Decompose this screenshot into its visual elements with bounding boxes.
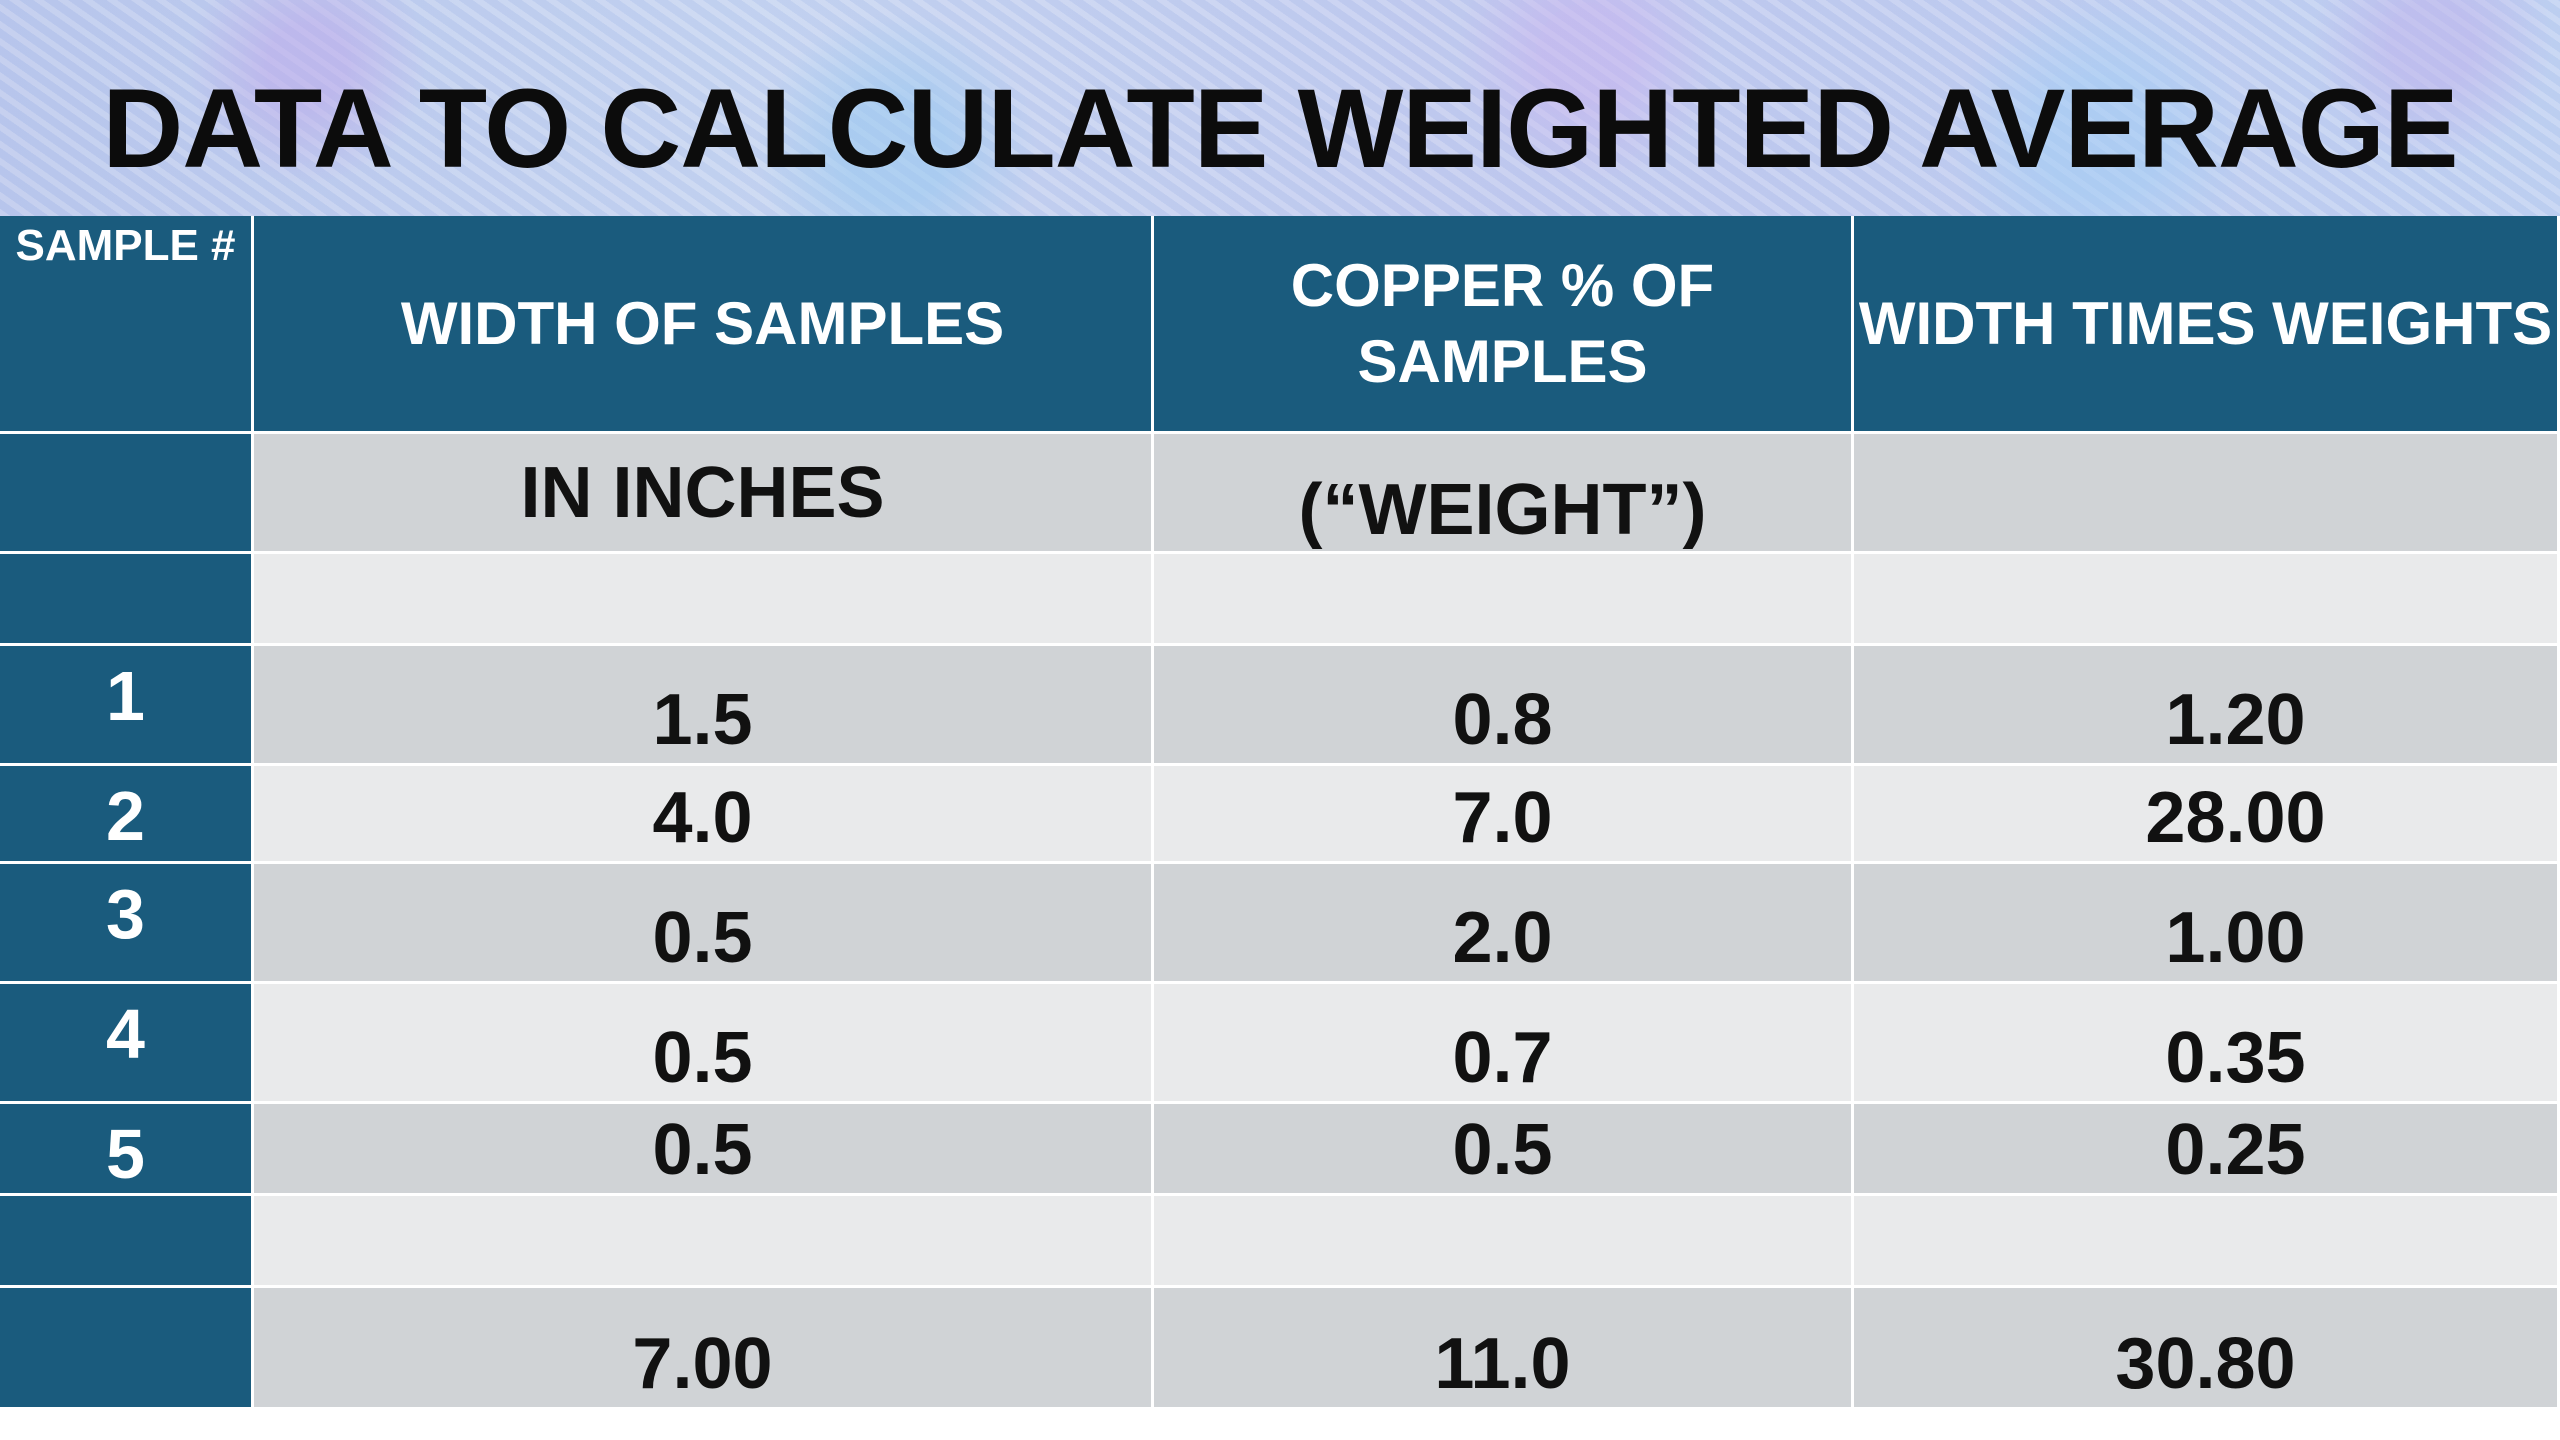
- product-value: 1.20: [1854, 646, 2560, 766]
- product-value: 28.00: [1854, 766, 2560, 864]
- sample-number: 3: [0, 864, 254, 984]
- spacer-cell: [1154, 554, 1854, 646]
- width-value: 4.0: [254, 766, 1154, 864]
- spacer-cell: [254, 554, 1154, 646]
- sample-number: 5: [0, 1104, 254, 1196]
- copper-value: 0.7: [1154, 984, 1854, 1104]
- index-cell-blank: [0, 554, 254, 646]
- sample-number: 4: [0, 984, 254, 1104]
- subheader-product: [1854, 434, 2560, 554]
- product-value: 0.25: [1854, 1104, 2560, 1196]
- width-value: 0.5: [254, 864, 1154, 984]
- index-cell-blank: [0, 434, 254, 554]
- header-product: WIDTH TIMES WEIGHTS: [1854, 216, 2560, 434]
- total-copper: 11.0: [1154, 1288, 1854, 1410]
- width-value: 0.5: [254, 1104, 1154, 1196]
- total-product: 30.80: [1854, 1288, 2560, 1410]
- spacer-cell: [254, 1196, 1154, 1288]
- copper-value: 7.0: [1154, 766, 1854, 864]
- subheader-width: IN INCHES: [254, 434, 1154, 554]
- slide-title: DATA TO CALCULATE WEIGHTED AVERAGE: [102, 66, 2458, 191]
- subheader-copper: (“WEIGHT”): [1154, 434, 1854, 554]
- index-cell-blank: [0, 1288, 254, 1410]
- copper-value: 0.5: [1154, 1104, 1854, 1196]
- product-value: 1.00: [1854, 864, 2560, 984]
- width-value: 0.5: [254, 984, 1154, 1104]
- header-width: WIDTH OF SAMPLES: [254, 216, 1154, 434]
- spacer-cell: [1154, 1196, 1854, 1288]
- title-background: [0, 0, 2560, 216]
- index-cell-blank: [0, 1196, 254, 1288]
- copper-value: 0.8: [1154, 646, 1854, 766]
- sample-number: 2: [0, 766, 254, 864]
- data-table: SAMPLE # WIDTH OF SAMPLES COPPER % OF SA…: [0, 216, 2560, 1410]
- bottom-margin: [0, 1410, 2560, 1440]
- width-value: 1.5: [254, 646, 1154, 766]
- sample-number: 1: [0, 646, 254, 766]
- copper-value: 2.0: [1154, 864, 1854, 984]
- header-copper: COPPER % OF SAMPLES: [1154, 216, 1854, 434]
- total-width: 7.00: [254, 1288, 1154, 1410]
- product-value: 0.35: [1854, 984, 2560, 1104]
- header-sample: SAMPLE #: [0, 216, 254, 434]
- spacer-cell: [1854, 1196, 2560, 1288]
- spacer-cell: [1854, 554, 2560, 646]
